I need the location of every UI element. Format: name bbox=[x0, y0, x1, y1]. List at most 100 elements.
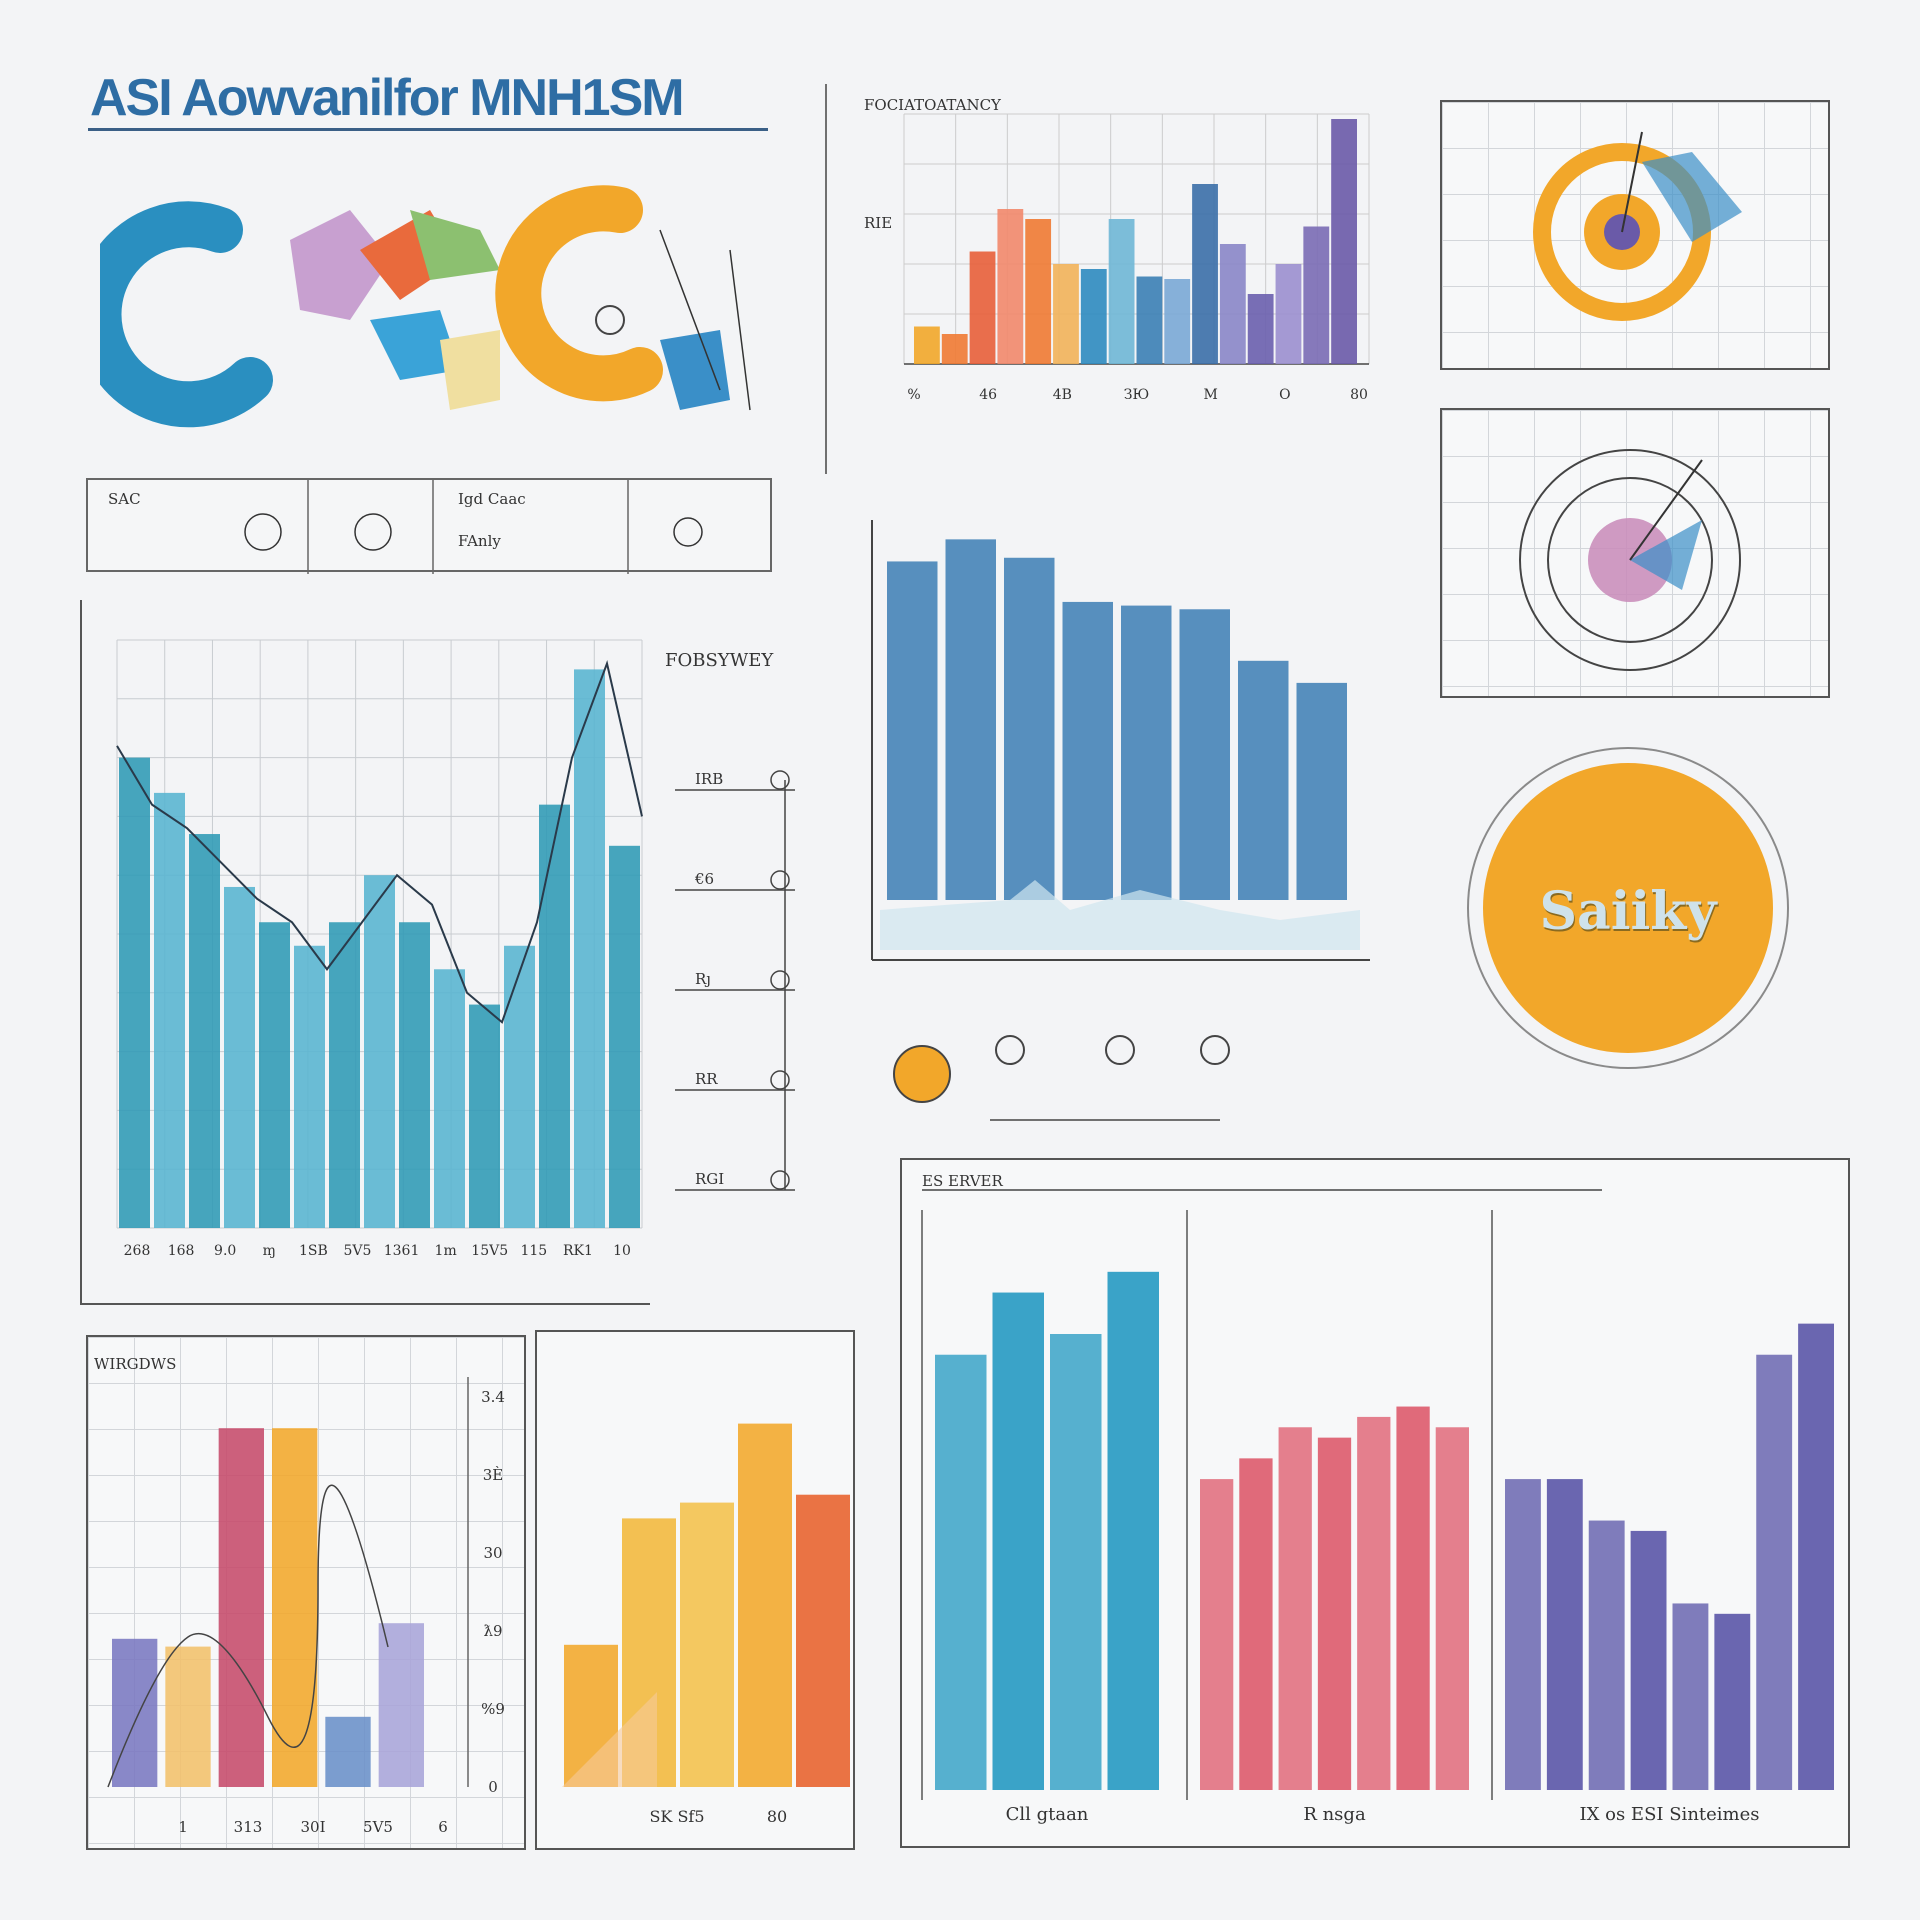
x-tick-label: 1 bbox=[178, 1818, 188, 1836]
bottom-left-chart: WIRGDWS 0 %9 ƛ9 30 3Ѐ 3.4 1 313 30I 5V5 6 bbox=[86, 1335, 526, 1850]
x-tick-label: 1361 bbox=[384, 1243, 420, 1259]
bar bbox=[1756, 1354, 1793, 1790]
bar bbox=[112, 1638, 158, 1787]
badge-circle: Saiiky bbox=[1483, 763, 1773, 1053]
y-tick-label: %9 bbox=[481, 1700, 505, 1718]
side-marker-icon bbox=[770, 1170, 790, 1190]
bar bbox=[1672, 1603, 1709, 1790]
page-title: ASI Aowvanilfor MNH1SM bbox=[90, 69, 685, 127]
title-underline bbox=[88, 128, 768, 131]
bar bbox=[680, 1502, 734, 1787]
bar bbox=[325, 1716, 371, 1787]
bar bbox=[1080, 269, 1107, 364]
bottom-mid-chart: SK Sf5 80 bbox=[535, 1330, 855, 1850]
x-tick-label: 115 bbox=[520, 1243, 547, 1259]
x-tick-label: 168 bbox=[168, 1243, 195, 1259]
bar bbox=[1107, 1271, 1159, 1790]
base-area bbox=[562, 1692, 657, 1787]
area-bar bbox=[154, 792, 185, 1228]
area-bar bbox=[504, 945, 535, 1228]
bottom-left-plot: 0 %9 ƛ9 30 3Ѐ 3.4 1 313 30I 5V5 6 bbox=[107, 1377, 505, 1836]
bar bbox=[1053, 264, 1079, 364]
bar bbox=[165, 1646, 211, 1787]
base-area bbox=[880, 880, 1360, 950]
bar bbox=[945, 539, 996, 900]
area-bar bbox=[294, 945, 325, 1228]
x-tick-label: % bbox=[907, 387, 920, 403]
top-chart-title: FOCIATOATANCY bbox=[864, 96, 1001, 114]
trend-line bbox=[107, 1484, 389, 1788]
bar bbox=[1798, 1323, 1834, 1790]
side-legend: IRB €6 Rȷ RR RGI bbox=[675, 770, 795, 1191]
side-label: Rȷ bbox=[695, 970, 711, 988]
bar bbox=[1296, 682, 1347, 900]
left-area-chart: 268 168 9.0 ɱ 1SB 5V5 1361 1m 15V5 115 RK1 10 bbox=[80, 600, 650, 1305]
legend-item-1: SAC bbox=[108, 490, 141, 508]
bar bbox=[272, 1428, 318, 1787]
y-tick-label: 30 bbox=[483, 1544, 502, 1562]
x-tick-label: 10 bbox=[613, 1243, 631, 1259]
x-tick-label: 5V5 bbox=[363, 1818, 393, 1836]
bar bbox=[1219, 244, 1246, 364]
target-panel-1 bbox=[1440, 100, 1830, 370]
side-label: IRB bbox=[695, 770, 723, 788]
bar bbox=[941, 334, 968, 364]
bar bbox=[1004, 557, 1055, 900]
x-tick-label: RK1 bbox=[563, 1243, 593, 1259]
area-bar bbox=[329, 922, 360, 1228]
bottom-right-plot: Cll gtaan R nsga IX os ESI Sinteimes bbox=[921, 1189, 1834, 1825]
center-chart-plot bbox=[871, 520, 1370, 961]
x-tick-label: 80 bbox=[767, 1807, 787, 1826]
area-bar bbox=[224, 886, 255, 1228]
bar bbox=[1278, 1427, 1312, 1790]
target-diagram-1 bbox=[1533, 131, 1742, 321]
bar bbox=[1164, 279, 1191, 364]
legend-item-3: FAnly bbox=[458, 532, 501, 550]
left-chart-title: FOBSYWEY bbox=[665, 650, 774, 671]
bar bbox=[992, 1292, 1044, 1790]
target-panel-2 bbox=[1440, 408, 1830, 698]
top-bar-chart: FOCIATOATANCY RIE % 46 4B ЗЮ M O 80 bbox=[804, 74, 1394, 484]
x-tick-label: ЗЮ bbox=[1124, 387, 1149, 403]
side-label: €6 bbox=[694, 870, 714, 888]
x-tick-label: M bbox=[1203, 387, 1217, 403]
bar bbox=[1396, 1406, 1430, 1790]
x-tick-label: SK Sf5 bbox=[649, 1807, 704, 1826]
bar bbox=[935, 1354, 987, 1790]
bar bbox=[1275, 264, 1302, 364]
bottom-right-title: ES ERVER bbox=[922, 1172, 1003, 1190]
y-tick-label: 3Ѐ bbox=[483, 1466, 504, 1484]
bar bbox=[1357, 1416, 1391, 1790]
side-marker-icon bbox=[770, 1070, 790, 1090]
x-tick-label: 4B bbox=[1053, 387, 1072, 403]
top-chart-plot: % 46 4B ЗЮ M O 80 bbox=[825, 84, 1370, 474]
bottom-left-title: WIRGDWS bbox=[94, 1355, 177, 1373]
bar bbox=[1108, 219, 1135, 364]
area-bar bbox=[539, 804, 570, 1228]
bar bbox=[218, 1428, 264, 1787]
bar bbox=[1435, 1427, 1469, 1790]
ring-logos bbox=[100, 185, 751, 428]
bar bbox=[1192, 184, 1218, 364]
x-tick-label: 268 bbox=[124, 1243, 151, 1259]
left-chart-plot: 268 168 9.0 ɱ 1SB 5V5 1361 1m 15V5 115 RK1 10 bbox=[116, 639, 643, 1259]
group-label: IX os ESI Sinteimes bbox=[1579, 1804, 1759, 1825]
legend-strip-icons bbox=[244, 480, 703, 574]
legend-strip: SAC Igd Caac FAnly bbox=[86, 478, 772, 574]
side-label: RGI bbox=[695, 1170, 724, 1188]
x-tick-label: 5V5 bbox=[343, 1243, 371, 1259]
bar bbox=[969, 251, 996, 364]
x-tick-label: 80 bbox=[1350, 387, 1368, 403]
bar bbox=[1588, 1520, 1625, 1790]
bar bbox=[1239, 1458, 1273, 1790]
bar bbox=[887, 561, 938, 900]
bar bbox=[1714, 1613, 1751, 1790]
bar bbox=[1247, 294, 1274, 364]
x-tick-label: 46 bbox=[979, 387, 997, 403]
side-marker-icon bbox=[770, 970, 790, 990]
bar bbox=[378, 1623, 424, 1787]
x-tick-label: 9.0 bbox=[214, 1243, 236, 1259]
bar bbox=[1238, 660, 1289, 900]
center-bar-chart bbox=[860, 440, 1380, 1020]
area-bar bbox=[434, 969, 465, 1228]
